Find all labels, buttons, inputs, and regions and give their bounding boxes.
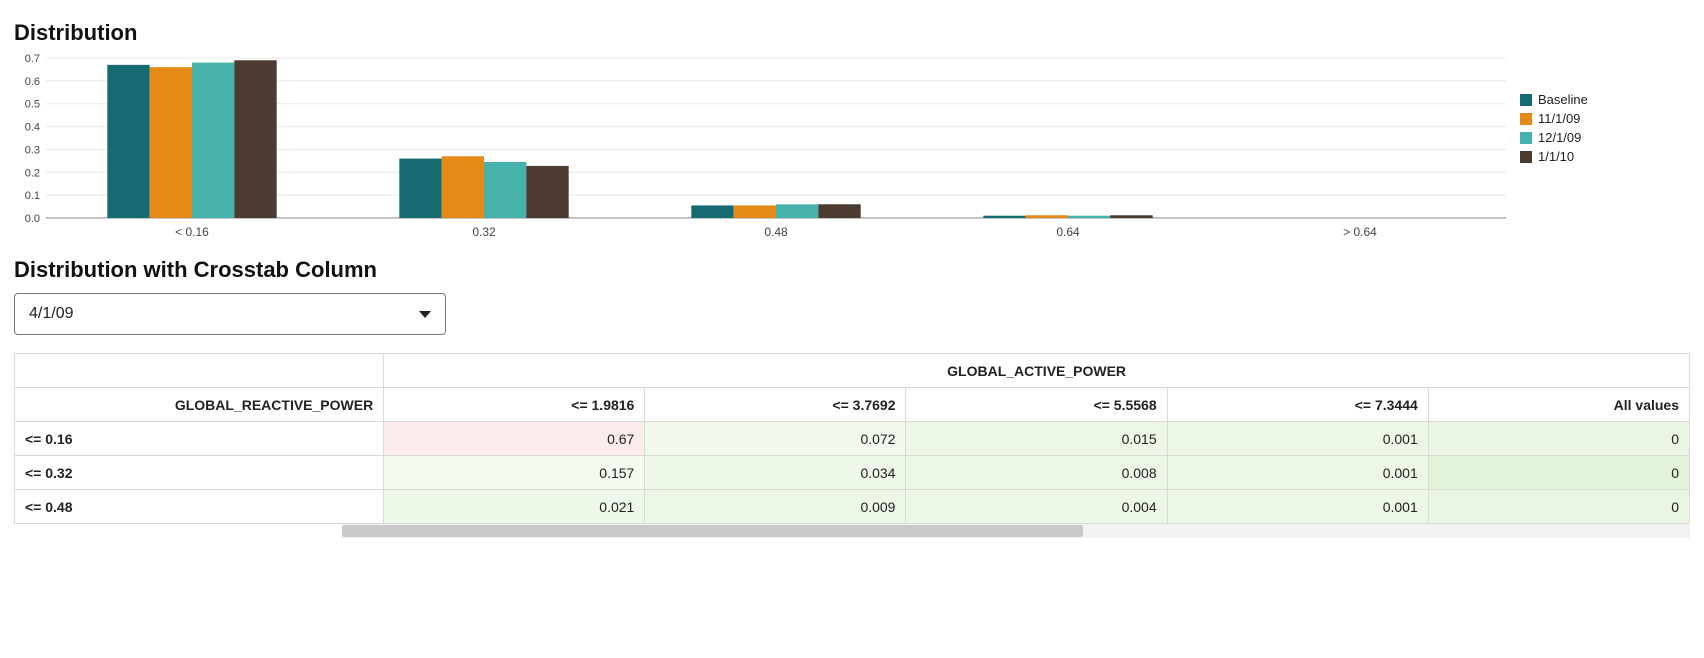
row-label: <= 0.32 (15, 456, 384, 490)
table-row: <= 0.160.670.0720.0150.0010 (15, 422, 1690, 456)
crosstab-table: GLOBAL_ACTIVE_POWERGLOBAL_REACTIVE_POWER… (14, 353, 1690, 524)
y-tick-label: 0.2 (25, 167, 40, 179)
y-tick-label: 0.5 (25, 99, 40, 111)
bar (691, 205, 733, 218)
distribution-chart: 0.0 0.1 0.2 0.3 0.4 0.5 0.6 0.7 < 0.16 0.32 0.48 0.… (14, 52, 1690, 247)
bar (526, 166, 568, 218)
table-corner-cell (15, 354, 384, 388)
table-cell: 0.004 (906, 490, 1167, 524)
y-tick-label: 0.0 (25, 213, 40, 225)
table-cell: 0.001 (1167, 490, 1428, 524)
bar (776, 204, 818, 218)
bar (734, 205, 776, 218)
table-cell: 0 (1428, 422, 1689, 456)
table-cell: 0.072 (645, 422, 906, 456)
bar (192, 63, 234, 218)
legend-item: 1/1/10 (1520, 149, 1588, 164)
distribution-title: Distribution (14, 20, 1690, 46)
crosstab-date-dropdown[interactable]: 4/1/09 (14, 293, 446, 335)
table-cell: 0.015 (906, 422, 1167, 456)
y-tick-label: 0.1 (25, 190, 40, 202)
table-row: <= 0.320.1570.0340.0080.0010 (15, 456, 1690, 490)
table-cell: 0.034 (645, 456, 906, 490)
bar (234, 60, 276, 218)
legend-label: 11/1/09 (1538, 111, 1580, 126)
table-cell: 0.021 (384, 490, 645, 524)
legend-swatch (1520, 94, 1532, 106)
legend-swatch (1520, 132, 1532, 144)
horizontal-scrollbar-track[interactable] (342, 524, 1690, 538)
legend-item: 12/1/09 (1520, 130, 1588, 145)
horizontal-scrollbar-thumb[interactable] (342, 525, 1083, 537)
crosstab-title: Distribution with Crosstab Column (14, 257, 1690, 283)
bar (1026, 215, 1068, 218)
chevron-down-icon (419, 311, 431, 318)
y-tick-label: 0.3 (25, 144, 40, 156)
legend-label: 12/1/09 (1538, 130, 1581, 145)
chart-legend: Baseline 11/1/09 12/1/09 1/1/10 (1510, 52, 1588, 168)
x-tick-label: > 0.64 (1343, 225, 1377, 239)
y-tick-label: 0.6 (25, 76, 40, 88)
bar (818, 204, 860, 218)
row-label-header: GLOBAL_REACTIVE_POWER (15, 388, 384, 422)
x-tick-label: < 0.16 (175, 225, 209, 239)
column-header: <= 5.5568 (906, 388, 1167, 422)
legend-item: Baseline (1520, 92, 1588, 107)
x-tick-label: 0.32 (472, 225, 496, 239)
row-label: <= 0.16 (15, 422, 384, 456)
legend-label: 1/1/10 (1538, 149, 1574, 164)
table-cell: 0.157 (384, 456, 645, 490)
column-header: <= 3.7692 (645, 388, 906, 422)
x-tick-label: 0.48 (764, 225, 788, 239)
bar (442, 156, 484, 218)
y-tick-label: 0.4 (25, 122, 40, 134)
bar (399, 159, 441, 218)
bar (1110, 215, 1152, 218)
table-cell: 0 (1428, 490, 1689, 524)
table-cell: 0.009 (645, 490, 906, 524)
row-label: <= 0.48 (15, 490, 384, 524)
table-row: <= 0.480.0210.0090.0040.0010 (15, 490, 1690, 524)
legend-swatch (1520, 151, 1532, 163)
table-cell: 0.001 (1167, 422, 1428, 456)
distribution-chart-svg: 0.0 0.1 0.2 0.3 0.4 0.5 0.6 0.7 < 0.16 0.32 0.48 0.… (14, 52, 1510, 244)
bar (150, 67, 192, 218)
bar (983, 216, 1025, 218)
table-cell: 0 (1428, 456, 1689, 490)
column-header: <= 7.3444 (1167, 388, 1428, 422)
table-cell: 0.001 (1167, 456, 1428, 490)
bar (107, 65, 149, 218)
y-tick-label: 0.7 (25, 53, 40, 65)
crosstab-date-selected: 4/1/09 (29, 305, 73, 323)
table-cell: 0.008 (906, 456, 1167, 490)
column-header: <= 1.9816 (384, 388, 645, 422)
bar (484, 162, 526, 218)
table-cell: 0.67 (384, 422, 645, 456)
crosstab-table-wrap: GLOBAL_ACTIVE_POWERGLOBAL_REACTIVE_POWER… (14, 353, 1690, 538)
column-group-header: GLOBAL_ACTIVE_POWER (384, 354, 1690, 388)
x-tick-label: 0.64 (1056, 225, 1080, 239)
column-header: All values (1428, 388, 1689, 422)
legend-item: 11/1/09 (1520, 111, 1588, 126)
legend-swatch (1520, 113, 1532, 125)
legend-label: Baseline (1538, 92, 1588, 107)
bar (1068, 216, 1110, 218)
